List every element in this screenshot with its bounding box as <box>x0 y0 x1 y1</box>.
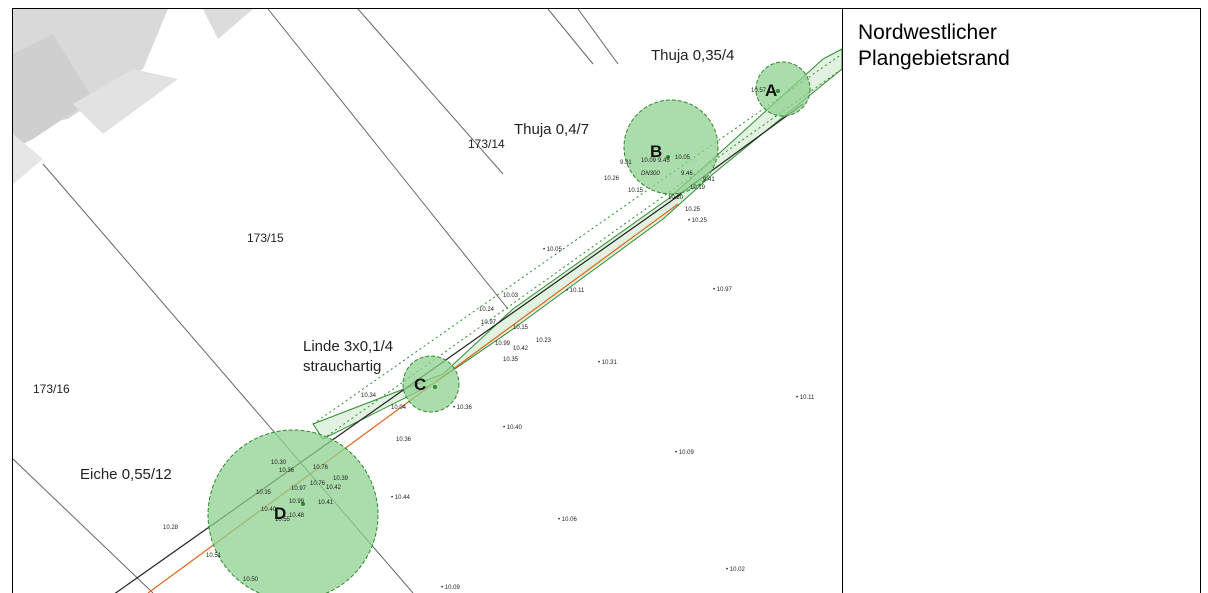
cluster-d-label: 10.50 <box>243 577 259 583</box>
cluster-b-label: 9.41 <box>703 177 715 183</box>
cluster-d-label: 10.42 <box>326 485 342 491</box>
spot-height-label: • 10.09 <box>675 450 694 456</box>
cluster-d-label: 10.48 <box>289 513 305 519</box>
cluster-d-label: 10.51 <box>206 553 222 559</box>
cluster-b-label: 10.25 <box>685 207 701 213</box>
tree-crown-b <box>623 99 719 195</box>
spot-height-label: • 10.11 <box>796 395 815 401</box>
pipe-label: DN300 <box>641 171 660 177</box>
spot-height-label: • 10.40 <box>503 425 522 431</box>
caption: Nordwestlicher Plangebietsrand <box>858 20 1188 72</box>
cluster-c-label: 10.35 <box>503 357 519 363</box>
spot-height-label: • 10.02 <box>726 567 745 573</box>
spot-height-label: • 10.97 <box>713 287 732 293</box>
cluster-d-label: 10.55 <box>275 517 291 523</box>
cluster-d-label: 10.99 <box>289 499 305 505</box>
tree-c-label-line2: strauchartig <box>303 358 381 375</box>
cluster-c-label: 10.03 <box>503 293 519 299</box>
cluster-b-label: 10.20 <box>668 195 684 201</box>
tree-crowns <box>207 61 811 593</box>
cluster-c-label: 10.97 <box>481 320 497 326</box>
tree-d-label: Eiche 0,55/12 <box>80 466 172 483</box>
cluster-d-label: 10.35 <box>256 490 272 496</box>
tree-c-label-line1: Linde 3x0,1/4 <box>303 338 393 355</box>
column-divider <box>842 8 843 593</box>
cluster-b-label: 10.05 <box>675 155 691 161</box>
cluster-b-label: 9.46 <box>681 171 693 177</box>
cluster-b-label: 10.09 <box>641 158 657 164</box>
spot-height-label: • 10.36 <box>453 405 472 411</box>
cluster-c-label: 10.42 <box>513 346 529 352</box>
spot-height-label: • 10.09 <box>441 585 460 591</box>
cluster-d-label: 10.30 <box>271 460 287 466</box>
cluster-d-label: 10.40 <box>261 507 277 513</box>
spot-height-label: • 10.05 <box>543 247 562 253</box>
cluster-b-label: 10.19 <box>690 185 706 191</box>
spot-height-label: • 10.11 <box>566 288 585 294</box>
spot-height-label: • 10.44 <box>391 495 410 501</box>
cluster-b-label: 10.26 <box>604 176 620 182</box>
cluster-c-label: 10.34 <box>361 393 377 399</box>
parcel-label-173-14: 173/14 <box>468 137 505 151</box>
tree-b-letter: B <box>650 142 662 161</box>
tree-b-label: Thuja 0,4/7 <box>514 121 589 138</box>
spot-heights: 10.57 9.31 10.09 9.45 10.05 9.46 10.26 10.15 10.… <box>163 88 815 591</box>
tree-crown-d <box>207 429 379 593</box>
cluster-c-label: 10.15 <box>513 325 529 331</box>
caption-line-2: Plangebietsrand <box>858 47 1010 70</box>
cluster-b-label: 9.45 <box>658 158 670 164</box>
tree-d-letter: D <box>274 504 286 523</box>
cluster-c-label: 10.23 <box>536 338 552 344</box>
tree-a-label: Thuja 0,35/4 <box>651 47 734 64</box>
cluster-d-label: 10.76 <box>310 481 326 487</box>
cluster-d-label: 10.76 <box>313 465 329 471</box>
cluster-d-label: 10.41 <box>318 500 334 506</box>
site-plan-map: 173/14 173/15 173/16 Thuja 0,35/4 Thuja … <box>13 9 842 593</box>
tree-c-letter: C <box>414 375 426 394</box>
cluster-a-label: 10.57 <box>751 88 767 94</box>
spot-height-label: • 10.06 <box>558 517 577 523</box>
parcel-label-173-15: 173/15 <box>247 231 284 245</box>
tree-crown-c <box>402 355 460 413</box>
hedge-band <box>312 48 842 440</box>
spot-height-label: • 10.25 <box>688 218 707 224</box>
cluster-d-label: 10.28 <box>163 525 179 531</box>
cluster-d-label: 10.97 <box>291 486 307 492</box>
tree-centres <box>301 89 780 506</box>
tree-a-letter: A <box>765 81 777 100</box>
cluster-b-label: 10.15 <box>628 188 644 194</box>
parcel-label-173-16: 173/16 <box>33 382 70 396</box>
cluster-d-label: 10.36 <box>279 468 295 474</box>
cluster-c-label: 10.99 <box>495 341 511 347</box>
cluster-d-label: 10.39 <box>333 476 349 482</box>
cluster-c-label: 10.24 <box>479 307 495 313</box>
cluster-b-label: 9.31 <box>620 160 632 166</box>
table-frame <box>12 8 1201 593</box>
cluster-c-label: 10.36 <box>396 437 412 443</box>
buildings <box>13 9 253 184</box>
tree-crown-a <box>755 61 811 117</box>
caption-line-1: Nordwestlicher <box>858 21 997 44</box>
spot-height-label: • 10.31 <box>598 360 617 366</box>
cluster-c-label: 10.04 <box>391 405 407 411</box>
